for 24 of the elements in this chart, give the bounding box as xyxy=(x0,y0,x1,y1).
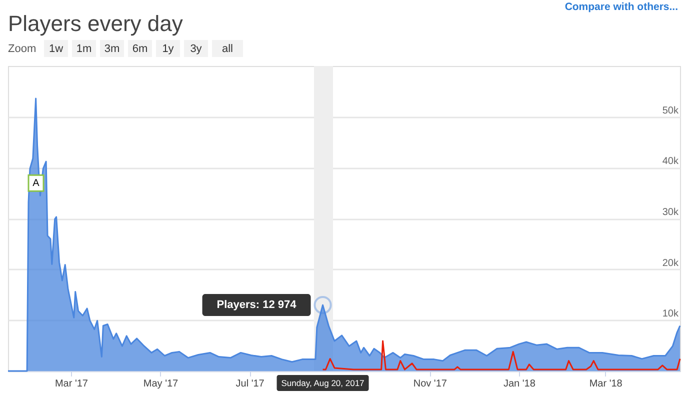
chart-title: Players every day xyxy=(8,11,183,36)
text: 1w xyxy=(48,43,64,55)
text: 1m xyxy=(76,43,92,55)
x-tick-label: Mar '17 xyxy=(54,378,88,390)
annotation: A xyxy=(32,178,40,190)
x-tick-label: Jan '18 xyxy=(503,378,536,390)
text: 6m xyxy=(132,43,148,55)
annotation: Players: 12 974 xyxy=(216,299,298,312)
y-tick-label: 30k xyxy=(662,207,680,218)
text: Compare with others... xyxy=(564,1,678,13)
y-tick-label: 40k xyxy=(662,156,680,168)
text: all xyxy=(222,43,234,55)
y-tick-label: 20k xyxy=(662,258,680,269)
x-tick-label: Jul '17 xyxy=(236,378,265,390)
text: 1y xyxy=(162,43,174,55)
x-tick-label: Nov '17 xyxy=(413,378,448,390)
x-tick-label: May '17 xyxy=(143,378,179,390)
text: Sunday, Aug 20, 2017 xyxy=(281,378,365,388)
y-tick-label: 50k xyxy=(662,105,680,116)
text: Zoom xyxy=(8,43,36,55)
x-tick-label: Mar '18 xyxy=(589,378,623,390)
y-tick-label: 10k xyxy=(662,308,680,320)
text: 3m xyxy=(104,43,120,55)
text: 3y xyxy=(190,43,202,55)
